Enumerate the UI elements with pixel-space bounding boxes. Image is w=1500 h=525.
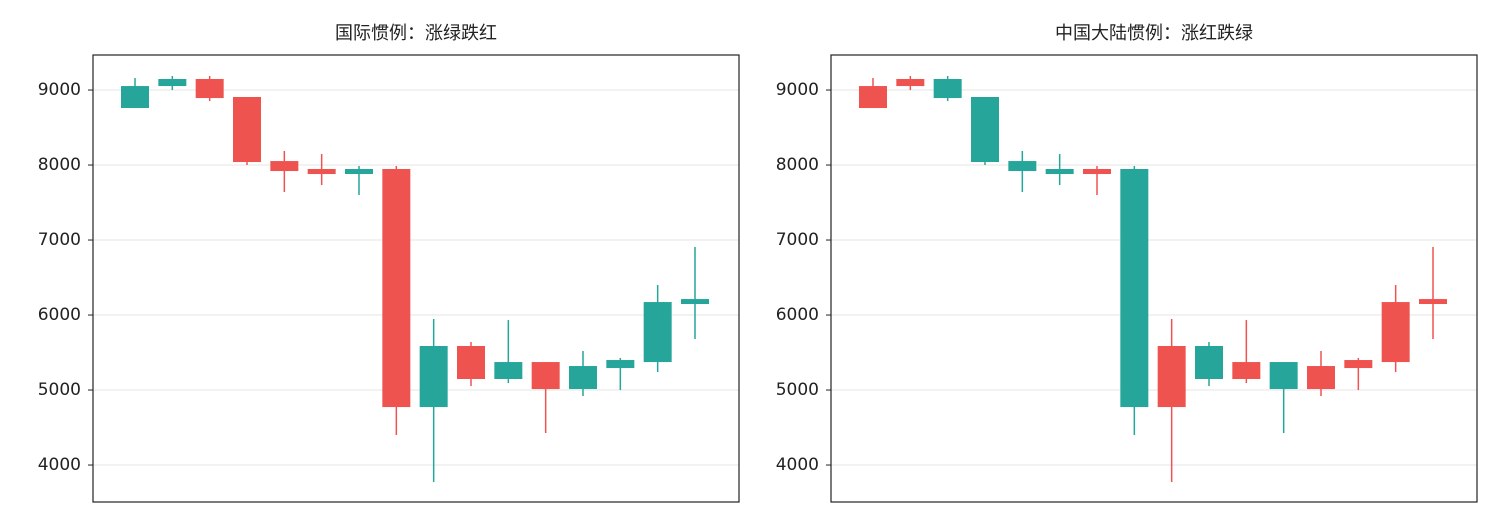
y-tick-label: 5000 [38,380,81,400]
candle-body [158,79,187,87]
candle-body [382,169,411,408]
chart-title: 中国大陆惯例：涨红跌绿 [1055,23,1253,44]
candle-body [859,86,887,109]
candle-body [270,161,299,172]
candle-body [1120,169,1149,408]
y-tick-label: 7000 [776,230,819,250]
candle-body [121,86,149,109]
candle-body [457,346,485,379]
candle-body [345,169,373,175]
plot-frame [830,54,1478,503]
candle-body [1269,362,1298,390]
chart-title: 国际惯例：涨绿跌红 [335,23,497,44]
plot-frame [92,54,740,503]
y-tick-label: 9000 [38,80,81,100]
y-tick-label: 6000 [38,305,81,325]
candle-body [896,79,925,87]
candle-body [1157,346,1186,408]
candle-body [1307,366,1335,390]
candle-body [419,346,448,408]
candle-body [681,299,709,304]
candle-body [1083,169,1111,175]
candle-body [1008,161,1037,172]
candle-body [606,360,635,369]
candle-body [971,97,999,163]
candle-body [1045,169,1074,175]
y-tick-label: 9000 [776,80,819,100]
y-tick-label: 8000 [776,155,819,175]
candle-body [233,97,261,163]
candle-body [531,362,560,390]
candle-body [1419,299,1447,304]
candle-body [933,79,962,99]
candle-body [1381,302,1410,363]
candle-body [1232,362,1261,379]
y-tick-label: 5000 [776,380,819,400]
candle-body [494,362,523,379]
y-tick-label: 6000 [776,305,819,325]
candle-body [1344,360,1373,369]
candle-body [195,79,224,99]
y-tick-label: 7000 [38,230,81,250]
candle-body [643,302,672,363]
y-tick-label: 8000 [38,155,81,175]
candle-body [569,366,597,390]
y-tick-label: 4000 [38,455,81,475]
candle-body [307,169,336,175]
candle-body [1195,346,1223,379]
y-tick-label: 4000 [776,455,819,475]
